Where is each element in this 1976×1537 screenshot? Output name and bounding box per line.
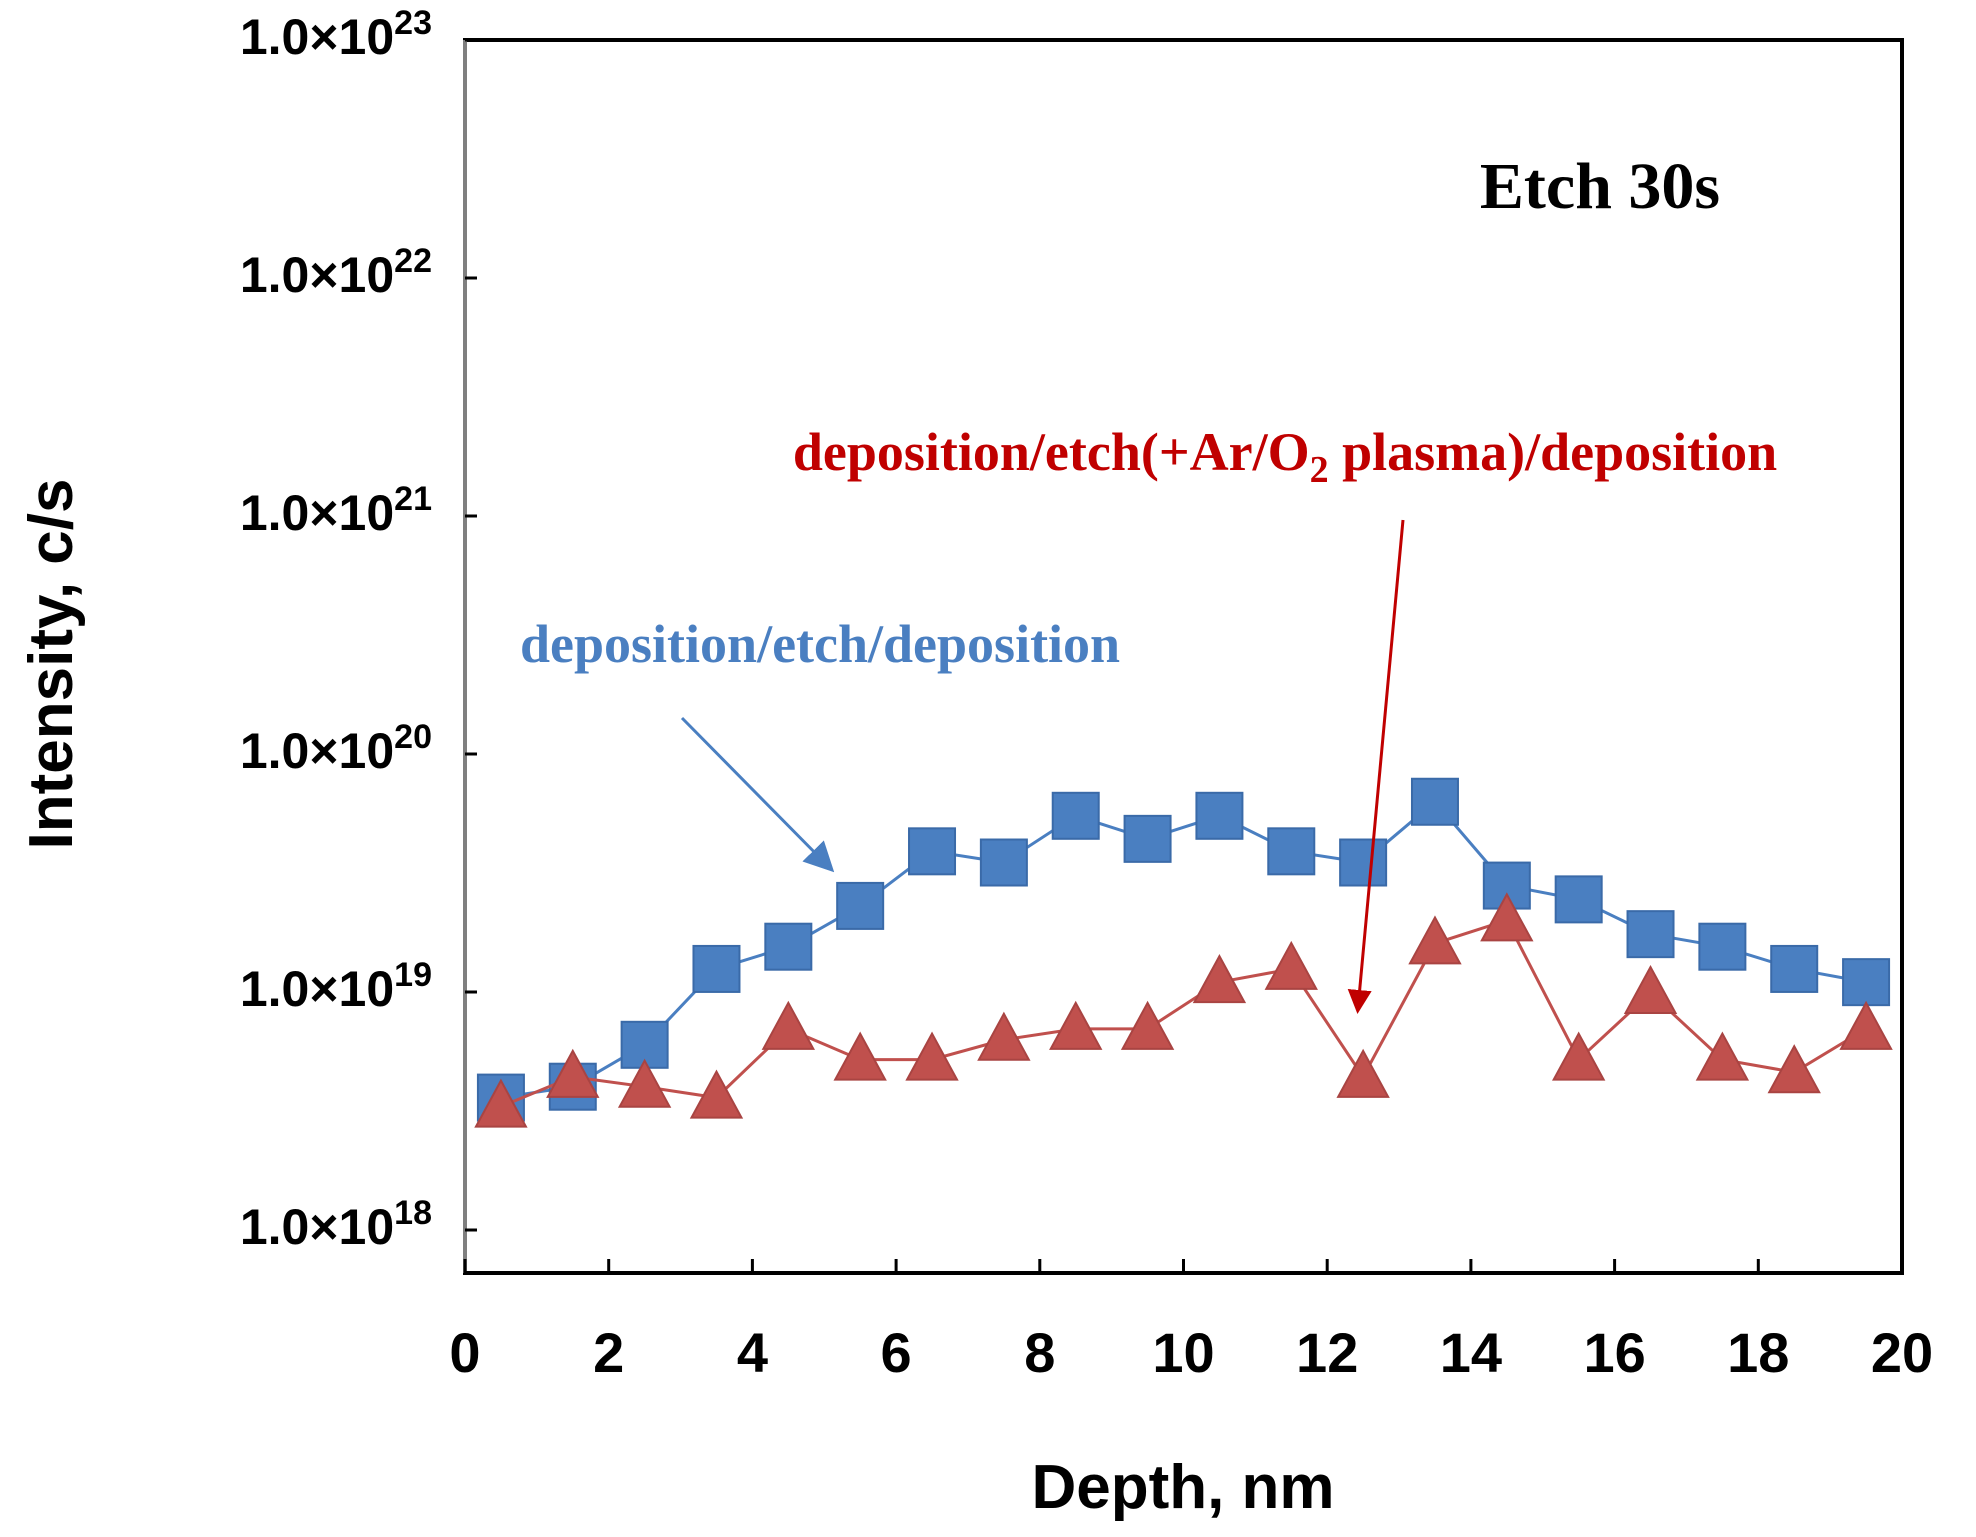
data-point-square bbox=[764, 922, 813, 971]
data-point-triangle bbox=[474, 1078, 528, 1128]
y-tick-label: 1.0×1022 bbox=[240, 242, 432, 303]
data-point-triangle bbox=[1192, 954, 1247, 1004]
red-series-label: deposition/etch(+Ar/O2 plasma)/depositio… bbox=[793, 422, 1777, 491]
data-point-square bbox=[1123, 814, 1172, 863]
series-layer bbox=[474, 777, 1893, 1128]
data-point-triangle bbox=[1480, 892, 1534, 942]
data-point-square bbox=[908, 827, 957, 876]
data-point-triangle bbox=[1767, 1044, 1821, 1094]
data-point-square bbox=[1698, 922, 1747, 971]
x-tick-label: 8 bbox=[1024, 1321, 1055, 1384]
data-point-triangle bbox=[546, 1048, 600, 1098]
data-point-square bbox=[1626, 910, 1675, 959]
y-tick-label: 1.0×1019 bbox=[240, 956, 432, 1017]
data-point-triangle bbox=[1264, 940, 1318, 990]
data-point-triangle bbox=[761, 1000, 816, 1050]
data-point-triangle bbox=[1839, 1000, 1893, 1050]
y-axis-title: Intensity, c/s bbox=[17, 479, 86, 850]
blue-annotation-arrow bbox=[680, 716, 835, 873]
data-point-triangle bbox=[1623, 964, 1678, 1015]
data-point-triangle bbox=[977, 1011, 1031, 1061]
chart-title: Etch 30s bbox=[1480, 150, 1720, 223]
y-axis-ticks: 1.0×1018 1.0×1019 1.0×1020 1.0×1021 1.0×1022… bbox=[240, 4, 477, 1255]
x-tick-label: 2 bbox=[593, 1321, 624, 1384]
blue-series-label: deposition/etch/deposition bbox=[520, 614, 1120, 674]
data-point-square bbox=[1554, 875, 1603, 924]
data-point-square bbox=[1195, 791, 1244, 840]
x-tick-label: 12 bbox=[1296, 1321, 1358, 1384]
data-point-triangle bbox=[1049, 1000, 1103, 1050]
data-point-triangle bbox=[1551, 1031, 1606, 1081]
data-point-square bbox=[620, 1020, 669, 1069]
y-tick-label: 1.0×1020 bbox=[240, 718, 432, 779]
data-point-triangle bbox=[1695, 1031, 1750, 1081]
x-tick-label: 16 bbox=[1583, 1321, 1645, 1384]
red-annotation-arrow bbox=[1347, 519, 1405, 1014]
data-point-square bbox=[979, 838, 1028, 887]
y-tick-label: 1.0×1021 bbox=[240, 480, 432, 541]
data-point-square bbox=[1842, 958, 1891, 1007]
x-tick-label: 4 bbox=[737, 1321, 768, 1384]
x-tick-label: 0 bbox=[449, 1321, 480, 1384]
x-tick-label: 20 bbox=[1871, 1321, 1933, 1384]
x-tick-label: 10 bbox=[1152, 1321, 1214, 1384]
data-point-square bbox=[1339, 838, 1388, 887]
data-point-triangle bbox=[1336, 1048, 1390, 1098]
data-point-square bbox=[1051, 791, 1100, 840]
data-point-triangle bbox=[617, 1058, 672, 1108]
y-tick-label: 1.0×1018 bbox=[240, 1194, 432, 1255]
data-point-triangle bbox=[833, 1031, 887, 1081]
data-point-square bbox=[836, 881, 885, 930]
data-point-square bbox=[1410, 777, 1459, 826]
data-point-triangle bbox=[905, 1031, 959, 1081]
data-point-triangle bbox=[1120, 1000, 1175, 1050]
data-point-square bbox=[1770, 944, 1819, 993]
data-point-square bbox=[1267, 827, 1316, 876]
x-tick-label: 14 bbox=[1440, 1321, 1502, 1384]
x-tick-label: 18 bbox=[1727, 1321, 1789, 1384]
x-tick-label: 6 bbox=[881, 1321, 912, 1384]
y-tick-label: 1.0×1023 bbox=[240, 4, 432, 65]
data-point-triangle bbox=[689, 1069, 744, 1119]
x-axis-title: Depth, nm bbox=[1031, 1453, 1334, 1522]
x-axis-ticks: 0 2 4 6 8 10 12 14 16 18 20 bbox=[449, 1259, 1933, 1384]
data-point-square bbox=[692, 944, 741, 993]
data-point-triangle bbox=[1408, 915, 1462, 965]
